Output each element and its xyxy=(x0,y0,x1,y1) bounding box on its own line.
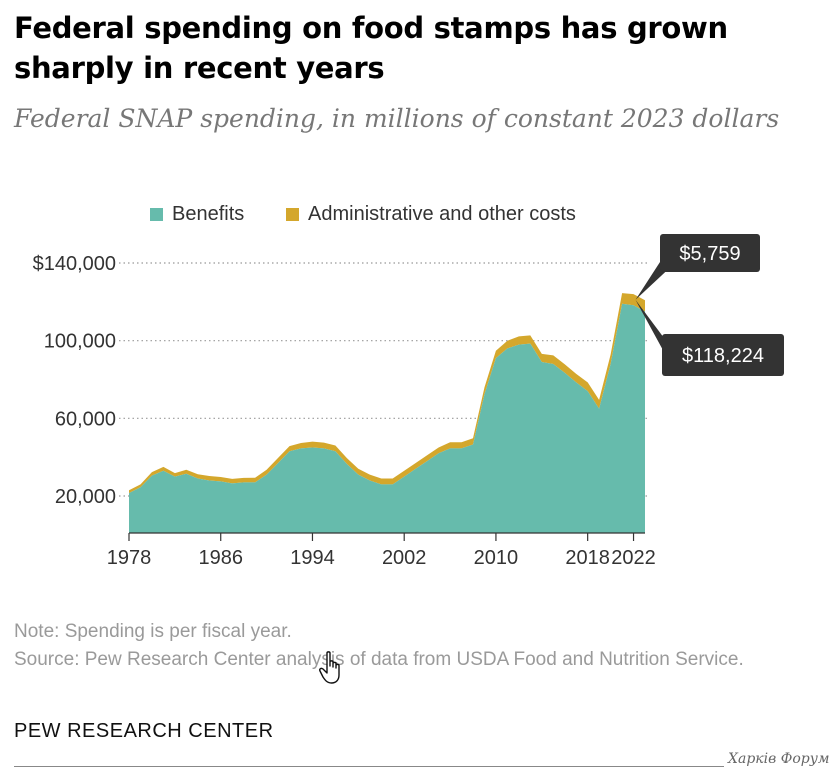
x-tick-label: 1978 xyxy=(107,547,152,569)
footer-divider xyxy=(14,766,724,767)
callouts: $5,759 $118,224 xyxy=(635,234,784,376)
callout-label-admin: $5,759 xyxy=(679,243,740,265)
source-text: Source: Pew Research Center analysis of … xyxy=(14,649,744,670)
legend-swatch-admin xyxy=(286,208,299,221)
chart-subtitle: Federal SNAP spending, in millions of co… xyxy=(14,104,780,133)
legend-swatch-benefits xyxy=(150,208,163,221)
area-chart: 20,000 60,000 100,000 $140,000 1978 1986 1994… xyxy=(33,234,784,569)
area-admin-costs xyxy=(129,293,645,494)
legend-label-benefits: Benefits xyxy=(172,203,245,225)
watermark-text: Харків Форум xyxy=(728,751,830,767)
y-axis-ticks: 20,000 60,000 100,000 $140,000 xyxy=(33,253,116,508)
x-tick-label: 2010 xyxy=(474,547,519,569)
note-text: Note: Spending is per fiscal year. xyxy=(14,621,292,642)
area-benefits xyxy=(129,303,645,533)
x-tick-label: 2022 xyxy=(611,547,656,569)
x-tick-label: 1986 xyxy=(198,547,243,569)
chart-title: Federal spending on food stamps has grow… xyxy=(14,11,728,85)
hand-cursor-icon xyxy=(319,651,340,684)
y-tick-label: 60,000 xyxy=(55,408,116,430)
x-tick-label: 2002 xyxy=(382,547,427,569)
y-tick-label: $140,000 xyxy=(33,253,116,275)
y-tick-label: 20,000 xyxy=(55,486,116,508)
x-tick-label: 1994 xyxy=(290,547,335,569)
x-tick-label: 2018 xyxy=(565,547,610,569)
brand-label: PEW RESEARCH CENTER xyxy=(14,720,274,742)
x-axis: 1978 1986 1994 2002 2010 2018 2022 xyxy=(107,532,656,569)
area-series xyxy=(129,293,645,533)
callout-box-admin xyxy=(660,234,760,272)
callout-box-benefits xyxy=(662,334,784,376)
callout-pointer-benefits xyxy=(635,299,664,352)
callout-label-benefits: $118,224 xyxy=(682,345,764,367)
legend-label-admin: Administrative and other costs xyxy=(308,203,576,225)
y-tick-label: 100,000 xyxy=(44,331,116,353)
